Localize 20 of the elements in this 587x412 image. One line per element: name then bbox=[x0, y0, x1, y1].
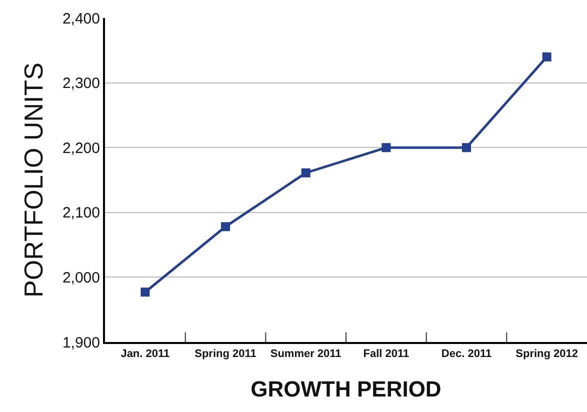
x-tick-label: Dec. 2011 bbox=[441, 348, 492, 360]
x-tick-label: Fall 2011 bbox=[363, 348, 410, 360]
x-axis-title: GROWTH PERIOD bbox=[250, 376, 442, 402]
x-tick-label: Spring 2012 bbox=[516, 348, 578, 360]
y-tick-label: 2,100 bbox=[62, 204, 100, 222]
x-tick-label: Spring 2011 bbox=[194, 348, 256, 360]
point bbox=[301, 168, 310, 178]
y-tick-label: 2,300 bbox=[62, 75, 100, 92]
x-tick-label: Summer 2011 bbox=[270, 348, 342, 360]
x-tick-label: Jan. 2011 bbox=[120, 348, 170, 360]
point bbox=[542, 52, 552, 62]
point bbox=[382, 143, 391, 152]
y-axis-title: PORTFOLIO UNITS bbox=[18, 62, 48, 298]
point bbox=[462, 143, 471, 152]
y-tick-label: 1,900 bbox=[62, 334, 100, 352]
point bbox=[140, 288, 150, 297]
y-tick-label: 2,000 bbox=[62, 269, 100, 286]
y-tick-label: 2,200 bbox=[62, 140, 100, 157]
y-tick-label: 2,400 bbox=[62, 10, 100, 28]
point bbox=[221, 222, 230, 232]
